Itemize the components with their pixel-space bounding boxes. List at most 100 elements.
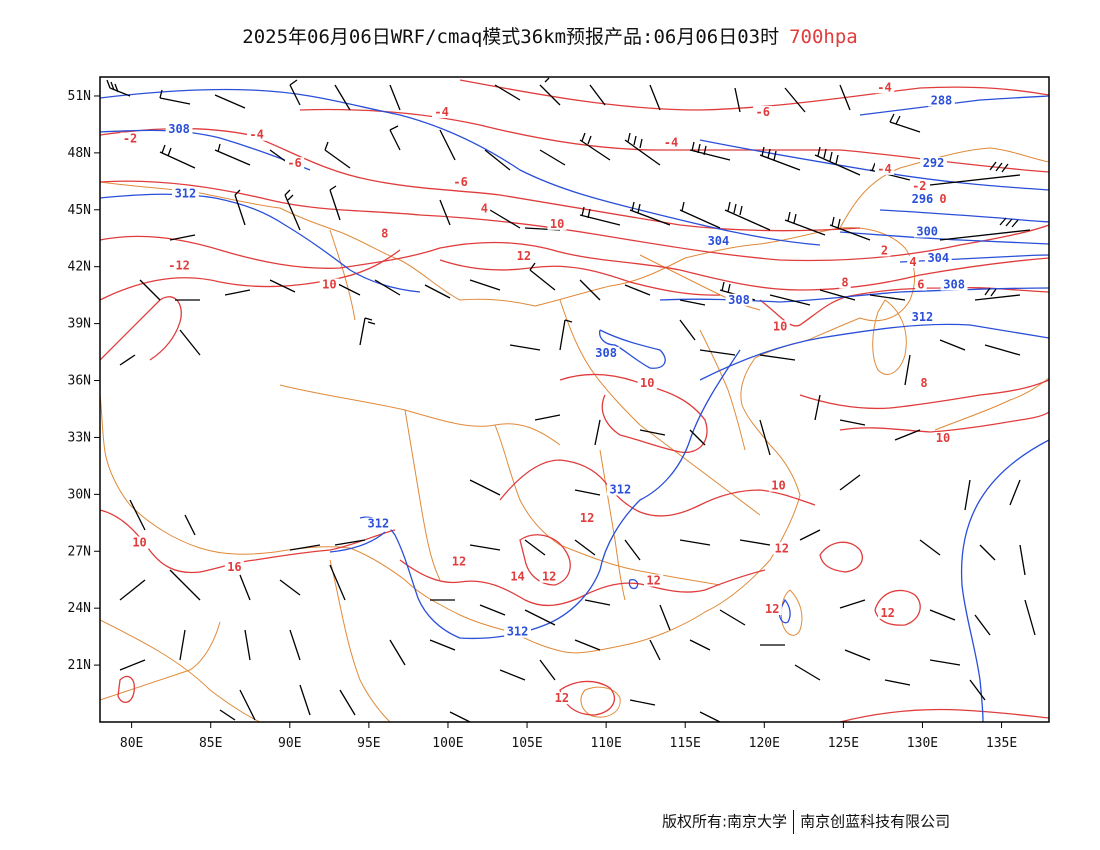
- wind-barb: [469, 479, 501, 496]
- lat-tick-label: 51N: [68, 89, 91, 104]
- height-label: 304: [927, 251, 949, 265]
- temperature-contour: [100, 235, 1049, 291]
- height-contour: [100, 88, 821, 246]
- wind-barb: [839, 84, 851, 111]
- lon-tick-label: 85E: [199, 736, 222, 751]
- height-label-bg: [924, 252, 952, 265]
- lat-tick-label: 33N: [68, 430, 91, 445]
- height-label: 292: [923, 156, 945, 170]
- wind-barb: [689, 141, 731, 161]
- pressure-level: 700hpa: [789, 26, 858, 48]
- temperature-label-bg: [547, 217, 567, 230]
- wind-barb: [929, 659, 961, 666]
- temperature-label: -4: [664, 135, 678, 149]
- temperature-contour: [819, 541, 863, 573]
- wind-barb: [939, 217, 1031, 241]
- province-border: [599, 449, 626, 601]
- wind-barb: [539, 659, 556, 681]
- height-label-bg: [172, 187, 199, 200]
- temperature-contour: [839, 411, 1049, 433]
- wind-barb: [579, 279, 601, 301]
- temperature-labels: -4 -4 -6 -4 -4 -2 -6 -4 -6 -2 0 4 10 8 2 12 4 -12 10 8 6 10 10…: [120, 80, 953, 705]
- height-label-bg: [909, 193, 936, 206]
- wind-barb: [579, 132, 611, 161]
- temperature-label-bg: [224, 561, 245, 574]
- wind-barb: [929, 161, 1021, 186]
- wind-barb: [869, 294, 906, 301]
- height-label-bg: [504, 625, 531, 638]
- temperature-label-bg: [874, 81, 895, 94]
- temperature-label-bg: [839, 276, 851, 289]
- wind-barb: [169, 569, 201, 601]
- temperature-label-bg: [661, 136, 681, 149]
- wind-barb: [289, 629, 301, 661]
- height-contour: [899, 254, 1049, 263]
- wind-barb: [139, 279, 161, 301]
- wind-barb: [244, 629, 251, 661]
- temperature-contour: [559, 373, 708, 453]
- temperature-label: -4: [249, 128, 263, 142]
- height-contour: [839, 231, 1049, 245]
- temperature-contours: [100, 79, 1049, 722]
- province-border: [329, 559, 391, 722]
- wind-barb: [494, 84, 521, 101]
- temperature-label-bg: [918, 377, 930, 390]
- height-label-bg: [606, 483, 634, 496]
- wind-barb: [559, 319, 573, 351]
- wind-barb: [984, 344, 1021, 356]
- wind-barb: [289, 79, 301, 106]
- wind-barb: [624, 132, 661, 166]
- wind-barb: [284, 189, 301, 231]
- temperature-label-bg: [907, 255, 919, 268]
- temperature-label: 12: [774, 541, 788, 555]
- province-border: [279, 384, 561, 446]
- height-contour: [879, 209, 1049, 223]
- lon-tick-label: 110E: [590, 736, 621, 751]
- temperature-label: 0: [939, 192, 946, 206]
- temperature-contour: [299, 108, 1049, 173]
- wind-barb: [449, 711, 471, 722]
- lon-tick-label: 135E: [986, 736, 1017, 751]
- copyright-company: 南京创蓝科技有限公司: [800, 812, 951, 831]
- wind-barb: [289, 544, 321, 551]
- wind-barb: [329, 564, 346, 601]
- wind-barb: [574, 489, 601, 496]
- temperature-label-bg: [933, 432, 953, 445]
- province-border: [329, 229, 356, 321]
- temperature-label: 4: [481, 202, 488, 216]
- temperature-label-bg: [753, 105, 773, 118]
- height-label: 304: [708, 234, 730, 248]
- wind-barb: [469, 279, 501, 291]
- wind-barb: [629, 699, 656, 706]
- height-contour: [859, 95, 1049, 116]
- wind-barb: [659, 604, 671, 631]
- wind-barb: [219, 709, 236, 721]
- wind-barb: [129, 499, 146, 531]
- lat-tick-label: 39N: [68, 317, 91, 332]
- temperature-label-bg: [762, 602, 782, 615]
- temperature-label-bg: [937, 193, 949, 206]
- wind-barb: [574, 539, 596, 556]
- wind-barb: [299, 684, 311, 716]
- wind-barb: [1024, 599, 1036, 636]
- wind-barb: [759, 354, 796, 361]
- temperature-label-bg: [643, 574, 664, 587]
- temperature-label: -6: [453, 175, 467, 189]
- wind-barb: [699, 349, 736, 356]
- temperature-contour: [759, 286, 1049, 327]
- temperature-label: -12: [168, 259, 190, 273]
- temperature-label: -2: [912, 179, 926, 193]
- temperature-contour: [117, 675, 135, 703]
- wind-barb: [679, 299, 706, 306]
- wind-barb: [524, 539, 546, 556]
- temperature-label: 8: [920, 376, 927, 390]
- wind-barb: [649, 639, 661, 661]
- wind-barb: [539, 77, 561, 106]
- province-border: [559, 544, 721, 586]
- wind-barb: [539, 149, 566, 166]
- province-border: [100, 619, 261, 722]
- wind-barb: [529, 262, 556, 291]
- title-text: 2025年06月06日WRF/cmaq模式36km预报产品:06月06日03时: [242, 26, 780, 48]
- wind-barb: [574, 639, 601, 651]
- height-label-bg: [928, 94, 955, 107]
